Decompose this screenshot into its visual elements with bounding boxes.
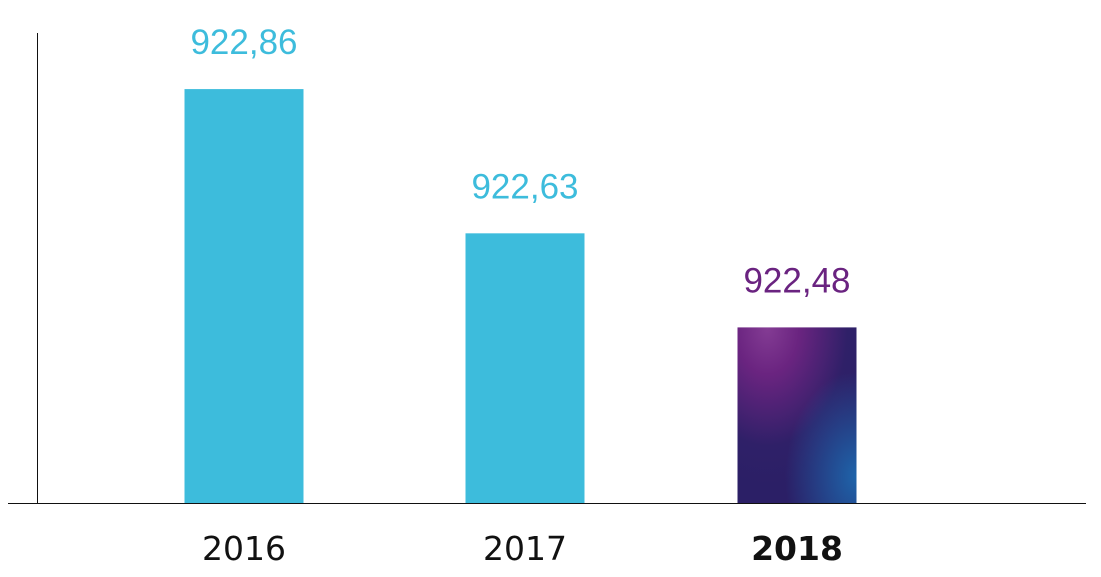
x-tick-label: 2017 (483, 529, 567, 568)
value-label: 922,48 (743, 261, 850, 300)
bar-2016 (184, 89, 304, 503)
x-tick-label: 2018 (751, 529, 843, 568)
value-label: 922,63 (471, 167, 578, 206)
bar-2017 (465, 233, 585, 504)
value-label: 922,86 (190, 23, 297, 62)
bar-highlight-overlay (737, 327, 857, 503)
x-tick-label: 2016 (202, 529, 286, 568)
